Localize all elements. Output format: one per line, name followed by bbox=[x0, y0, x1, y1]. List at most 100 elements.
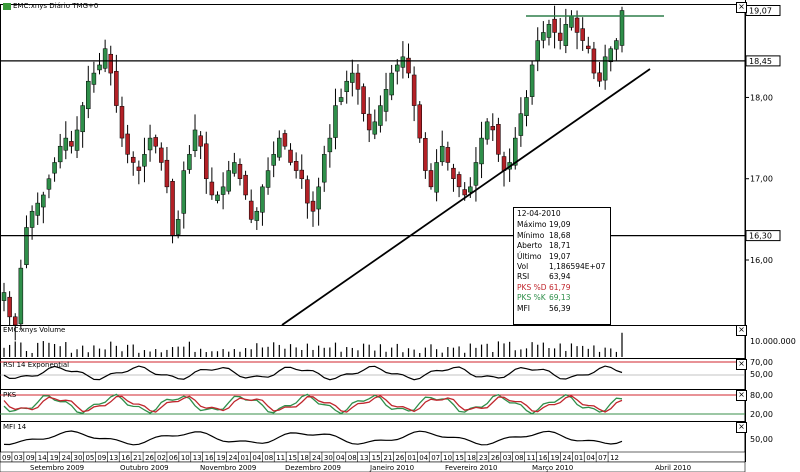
mfi-tick-label: 50,00 bbox=[750, 435, 773, 444]
candle-body bbox=[451, 167, 456, 179]
grid-layer bbox=[0, 0, 746, 462]
candle-body bbox=[282, 133, 288, 147]
info-row-value: 18,71 bbox=[549, 241, 571, 251]
candle-body bbox=[316, 186, 321, 210]
mfi-line bbox=[3, 430, 623, 446]
close-icon[interactable]: × bbox=[736, 325, 747, 336]
candle-body bbox=[366, 113, 372, 131]
day-label: 18 bbox=[467, 454, 476, 462]
candle-body bbox=[456, 174, 462, 188]
close-icon[interactable]: × bbox=[736, 359, 747, 370]
month-label: Janeiro 2010 bbox=[369, 464, 414, 472]
candle-body bbox=[310, 200, 316, 212]
day-label: 13 bbox=[109, 454, 118, 462]
pks-title: PKS bbox=[3, 391, 17, 399]
candle-body bbox=[338, 97, 344, 102]
candle-body bbox=[74, 129, 80, 151]
day-label: 19 bbox=[217, 454, 226, 462]
candle-body bbox=[1, 292, 7, 301]
day-label: 04 bbox=[419, 454, 428, 462]
day-label: 30 bbox=[74, 454, 83, 462]
day-label: 14 bbox=[38, 454, 47, 462]
rsi-line bbox=[3, 365, 623, 381]
price-level-label: 16,30 bbox=[749, 232, 772, 241]
candle-body bbox=[333, 105, 338, 138]
candle-body bbox=[293, 160, 299, 171]
candle-body bbox=[619, 10, 625, 46]
candle-body bbox=[428, 170, 434, 188]
candle-body bbox=[46, 178, 52, 190]
day-label: 09 bbox=[2, 454, 11, 462]
indicator-layer bbox=[0, 361, 745, 446]
close-icon[interactable]: × bbox=[736, 422, 747, 433]
info-row-value: 63,94 bbox=[549, 272, 571, 282]
last-price-label: 19,07 bbox=[749, 7, 772, 16]
candle-body bbox=[569, 15, 574, 28]
candle-body bbox=[423, 138, 428, 171]
chart-title: EMC:xnys Diário TMG+0 bbox=[3, 2, 98, 10]
info-row: PKS %D 61,79 bbox=[514, 283, 610, 293]
info-row-value: 56,39 bbox=[549, 303, 571, 313]
day-label: 01 bbox=[240, 454, 249, 462]
candle-body bbox=[552, 18, 557, 33]
day-label: 01 bbox=[407, 454, 416, 462]
candle-body bbox=[29, 210, 35, 228]
volume-tick-label: 10.000.000 bbox=[750, 337, 796, 346]
candle-body bbox=[383, 89, 389, 112]
data-info-box: 12-04-2010 Máximo 19,09 Mínimo 18,68 Aberto 1… bbox=[513, 207, 611, 325]
info-row-label: RSI bbox=[517, 272, 530, 282]
candle-body bbox=[187, 154, 192, 170]
candle-body bbox=[192, 129, 198, 152]
day-label: 01 bbox=[574, 454, 583, 462]
candle-body bbox=[215, 194, 220, 201]
day-label: 11 bbox=[527, 454, 536, 462]
candle-body bbox=[265, 170, 271, 188]
candle-body bbox=[226, 170, 231, 192]
day-label: 16 bbox=[121, 454, 130, 462]
day-label: 24 bbox=[312, 454, 321, 462]
candle-body bbox=[513, 137, 518, 166]
candle-body bbox=[159, 147, 164, 163]
candle-body bbox=[130, 156, 136, 163]
info-row: Vol 1,186594E+07 bbox=[514, 262, 610, 272]
info-row-value: 69,13 bbox=[549, 293, 571, 303]
day-label: 09 bbox=[26, 454, 35, 462]
month-label: Outubro 2009 bbox=[120, 464, 169, 472]
candle-body bbox=[389, 72, 394, 96]
day-label: 05 bbox=[85, 454, 94, 462]
day-label: 15 bbox=[455, 454, 464, 462]
candle-body bbox=[395, 64, 400, 72]
pks-tick-label: 80,00 bbox=[750, 391, 773, 400]
candle-body bbox=[102, 48, 108, 69]
month-label: Dezembro 2009 bbox=[285, 464, 341, 472]
price-tick-label: 16,00 bbox=[750, 256, 773, 265]
pks-tick-label: 20,00 bbox=[750, 410, 773, 419]
day-label: 30 bbox=[324, 454, 333, 462]
month-label: Abril 2010 bbox=[655, 464, 691, 472]
candle-body bbox=[602, 56, 608, 81]
candle-body bbox=[254, 210, 260, 221]
candle-body bbox=[305, 179, 310, 204]
candle-body bbox=[490, 126, 496, 131]
day-label: 26 bbox=[395, 454, 404, 462]
close-icon[interactable]: × bbox=[736, 2, 747, 13]
symbol-icon bbox=[3, 2, 11, 10]
day-label: 24 bbox=[62, 454, 71, 462]
candle-body bbox=[164, 159, 170, 188]
rsi-tick-label: 70,00 bbox=[750, 358, 773, 367]
price-tick-label: 18,00 bbox=[750, 93, 773, 102]
close-icon[interactable]: × bbox=[736, 390, 747, 401]
price-tick-label: 17,00 bbox=[750, 175, 773, 184]
candle-body bbox=[580, 28, 585, 41]
panel-frame bbox=[0, 421, 746, 453]
candle-body bbox=[496, 124, 501, 155]
candle-body bbox=[204, 143, 209, 179]
candle-body bbox=[175, 219, 181, 235]
panel-frame bbox=[0, 4, 746, 326]
month-label: Fevereiro 2010 bbox=[445, 464, 497, 472]
day-label: 04 bbox=[252, 454, 261, 462]
day-label: 08 bbox=[264, 454, 273, 462]
candle-body bbox=[372, 121, 378, 135]
candle-body bbox=[288, 149, 293, 163]
candle-body bbox=[248, 200, 254, 220]
